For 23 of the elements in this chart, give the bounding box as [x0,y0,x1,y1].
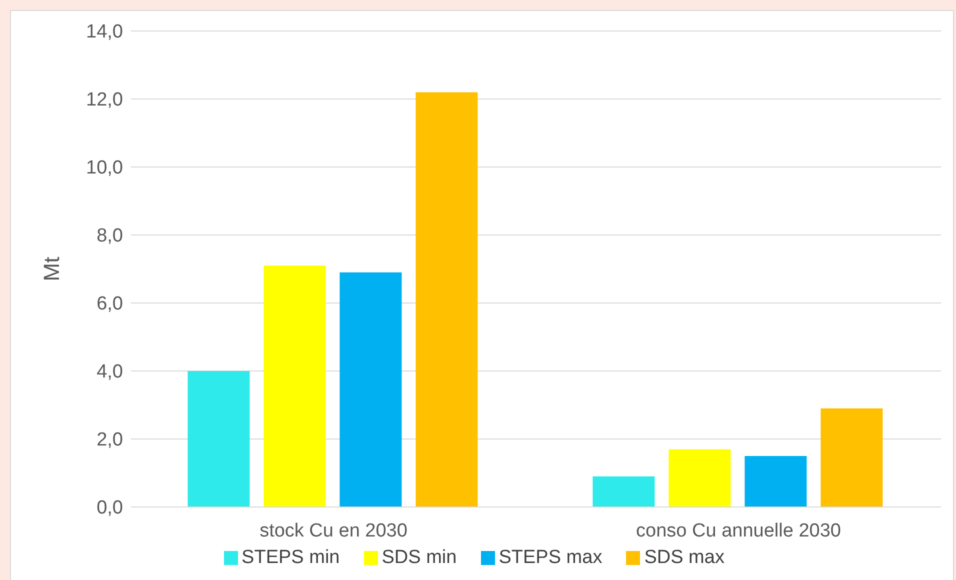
y-tick-label: 12,0 [86,90,123,111]
y-tick-label: 10,0 [86,158,123,179]
y-tick-label: 8,0 [96,226,123,247]
bar [188,371,250,507]
y-axis-title: Mt [38,256,64,282]
x-tick-label: stock Cu en 2030 [260,520,408,542]
legend-label: STEPS min [242,547,340,568]
y-tick-label: 0,0 [96,498,123,519]
y-tick-label: 6,0 [96,294,123,315]
bar [340,272,402,507]
bar [592,476,655,507]
bar [820,408,883,507]
y-tick-label: 2,0 [96,430,123,451]
legend-label: SDS max [644,547,724,568]
y-tick-label: 4,0 [96,362,123,383]
y-tick-label: 14,0 [86,22,123,43]
legend-label: SDS min [382,547,457,568]
bar [744,456,807,507]
bar [264,266,326,507]
legend-label: STEPS max [498,547,602,568]
x-tick-label: conso Cu annuelle 2030 [636,520,841,542]
bar [416,92,478,507]
bar [668,449,731,507]
